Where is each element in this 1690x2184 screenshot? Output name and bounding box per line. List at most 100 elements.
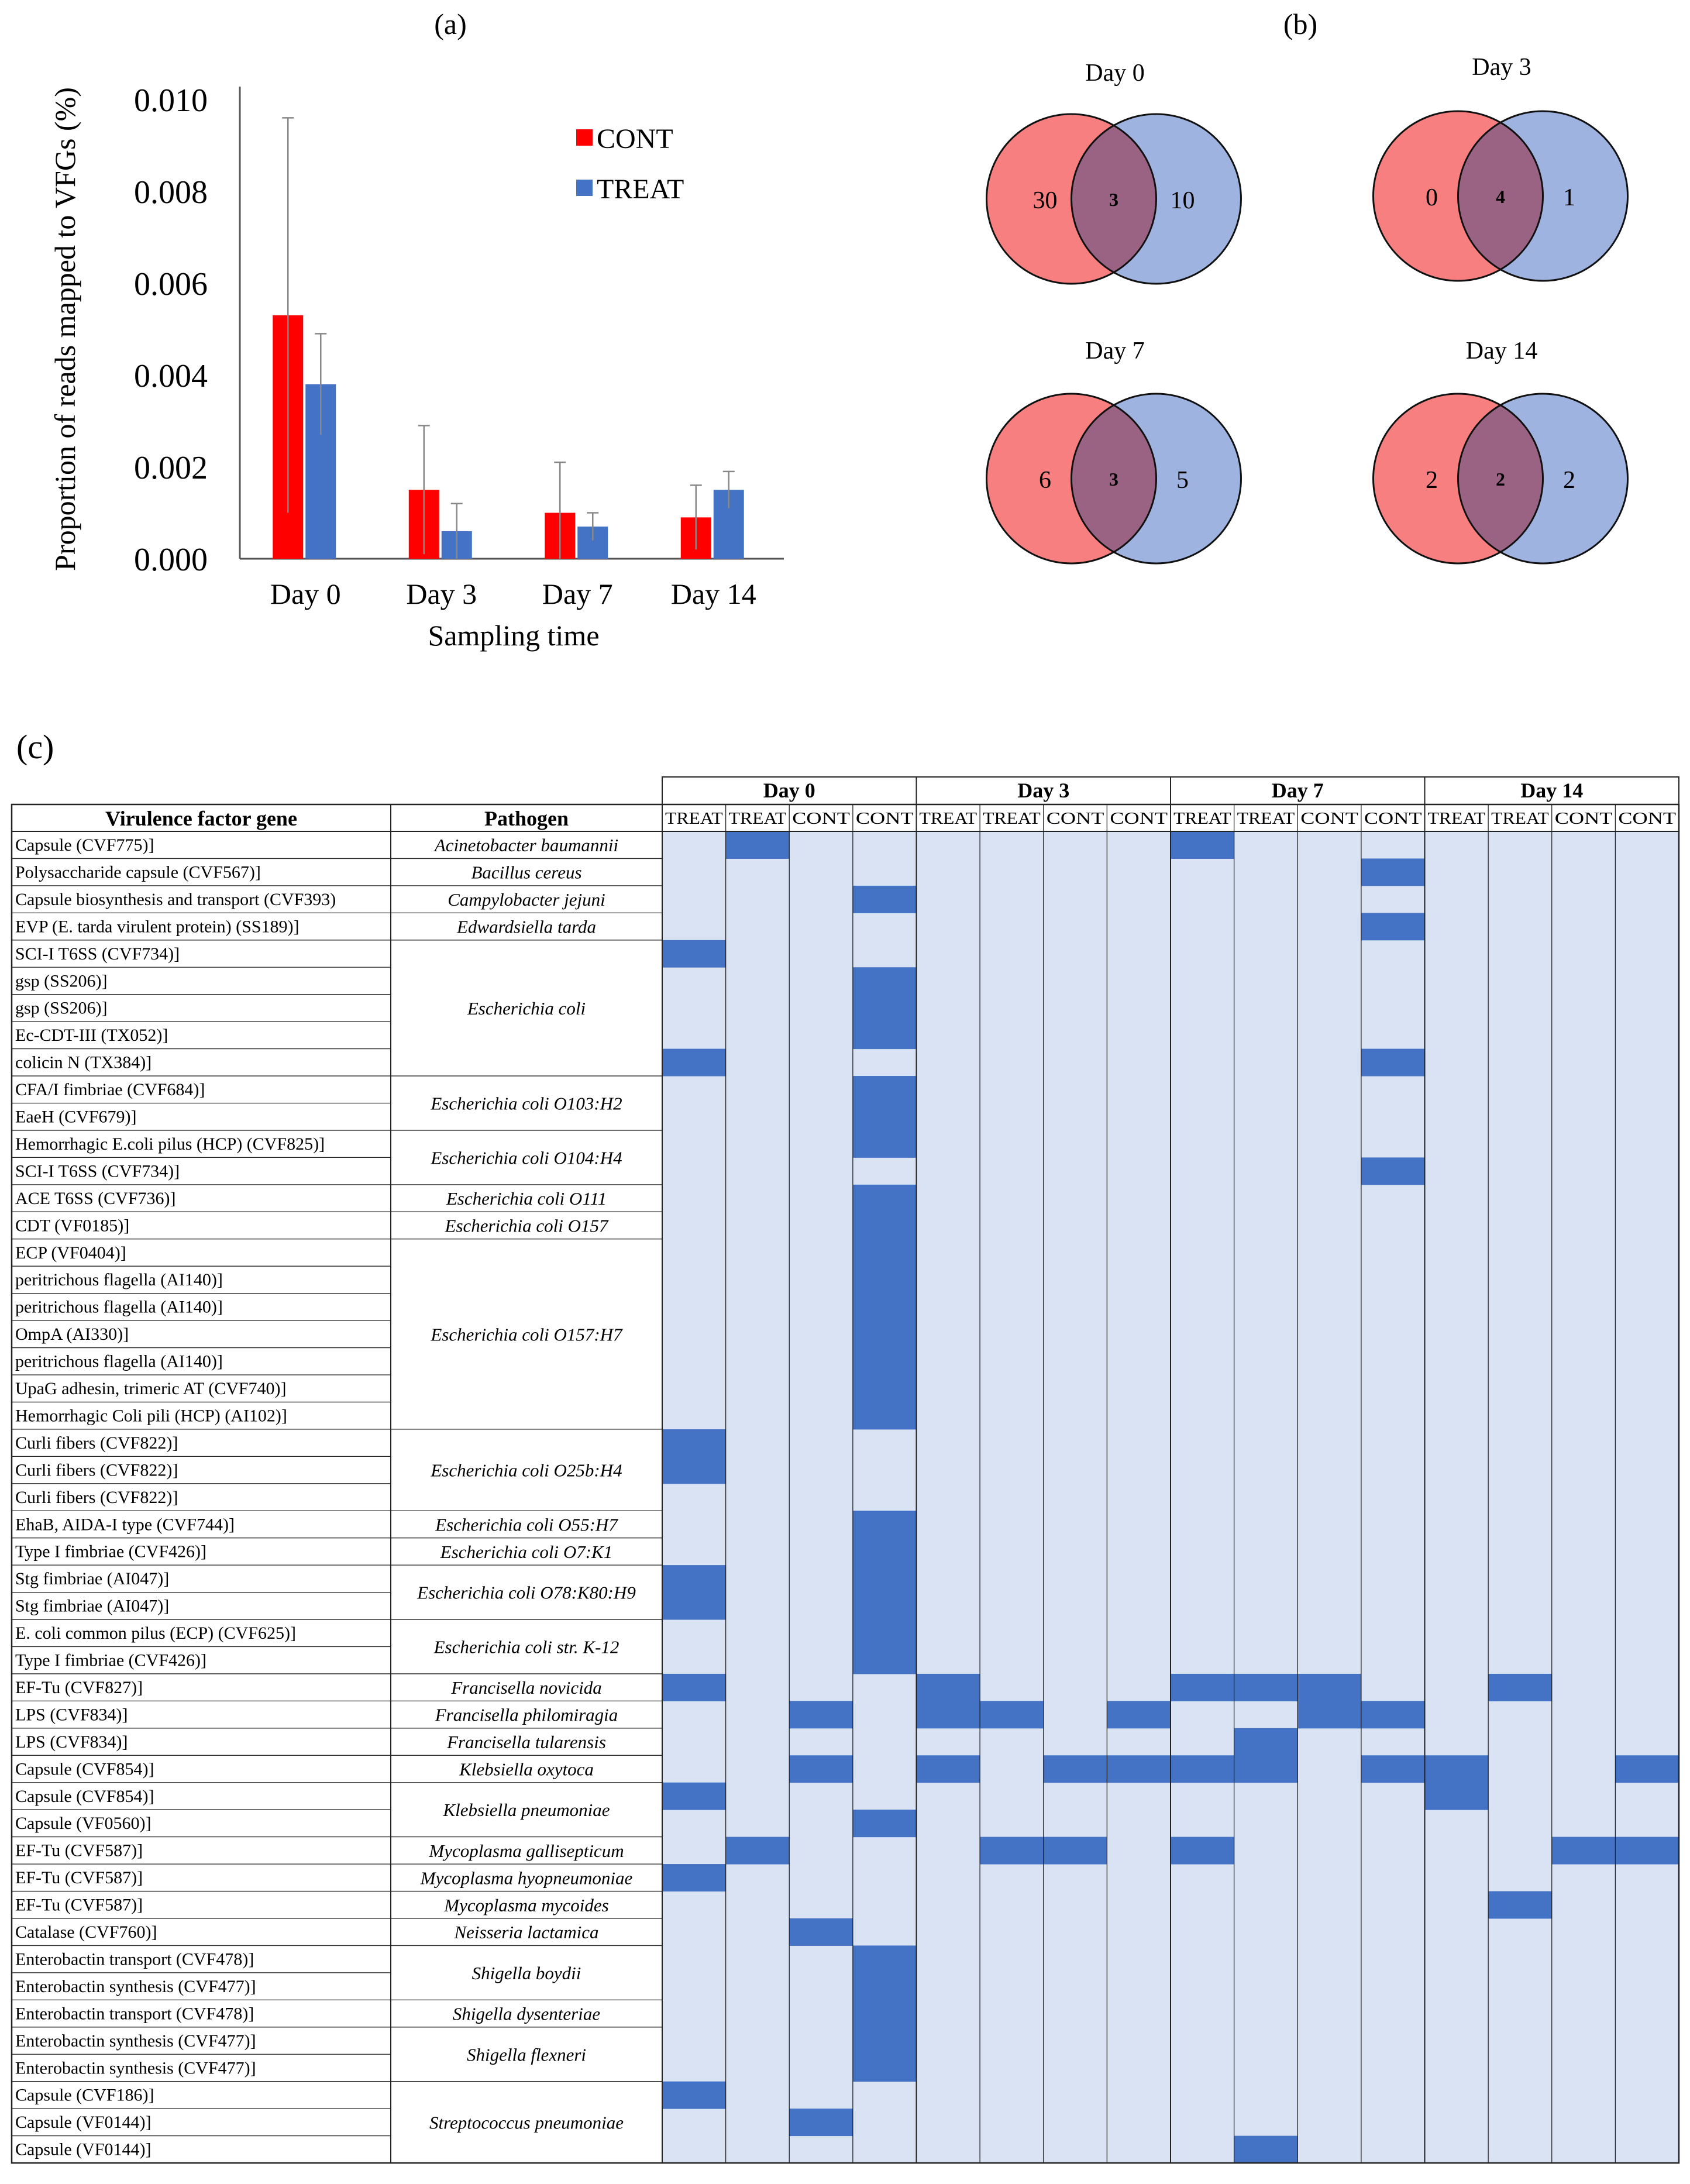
group-subheader: CONT: [1047, 810, 1104, 828]
presence-cell: [662, 1673, 727, 1701]
venn-title: Day 0: [1085, 60, 1144, 87]
group-subheader: CONT: [1110, 810, 1168, 828]
virulence-factor-table: Day 0 TREAT TREAT CONT CONT Day 3 TREAT TREAT CO…: [11, 776, 1680, 2164]
presence-cell: [852, 1511, 917, 1539]
pathogen-label: Mycoplasma hyopneumoniae: [420, 1867, 633, 1888]
presence-cell: [1361, 1048, 1425, 1076]
group-subheader: TREAT: [1491, 810, 1549, 828]
group-subheader: TREAT: [1428, 810, 1486, 828]
venn-shared-count: 3: [1109, 189, 1118, 210]
pathogen-label: Escherichia coli O111: [446, 1188, 607, 1209]
group-subheader: CONT: [1364, 810, 1422, 828]
gene-label: Curli fibers (CVF822)]: [15, 1460, 178, 1480]
venn-cont-outline: [986, 393, 1157, 565]
presence-cell: [1171, 1755, 1235, 1783]
presence-cell: [852, 1619, 917, 1647]
venn-cont-count: 30: [1033, 187, 1058, 214]
pathogen-label: Escherichia coli O157: [445, 1216, 609, 1236]
presence-cell: [852, 1972, 917, 2000]
presence-cell: [852, 1592, 917, 1620]
group-subheader: CONT: [1300, 810, 1358, 828]
gene-label: Curli fibers (CVF822)]: [15, 1488, 178, 1507]
gene-label: colicin N (TX384)]: [15, 1053, 152, 1072]
x-axis-title: Sampling time: [428, 619, 599, 652]
presence-cell: [789, 2109, 853, 2137]
pathogen-label: Escherichia coli O104:H4: [430, 1147, 622, 1168]
venn-shared-count: 4: [1496, 186, 1505, 207]
presence-cell: [852, 1320, 917, 1349]
presence-cell: [1107, 1701, 1171, 1729]
venn-title: Day 7: [1085, 338, 1144, 364]
presence-cell: [1171, 831, 1235, 859]
presence-cell: [1043, 1755, 1107, 1783]
venn-overlap: [1071, 125, 1157, 273]
group-subheader: CONT: [856, 810, 914, 828]
presence-cell: [916, 1701, 980, 1729]
gene-label: Ec-CDT-III (TX052)]: [15, 1026, 168, 1045]
gene-label: CFA/I fimbriae (CVF684)]: [15, 1080, 205, 1099]
pathogen-label: Escherichia coli O103:H2: [430, 1093, 622, 1114]
gene-label: Capsule (CVF186)]: [15, 2086, 154, 2105]
gene-label: Stg fimbriae (AI047)]: [15, 1597, 169, 1616]
gene-label: ECP (VF0404)]: [15, 1243, 126, 1263]
presence-cell: [1424, 1782, 1489, 1810]
pathogen-label: Escherichia coli O25b:H4: [430, 1460, 622, 1481]
gene-label: ACE T6SS (CVF736)]: [15, 1189, 175, 1208]
gene-label: Capsule (VF0144)]: [15, 2140, 151, 2159]
x-tick-label: Day 0: [270, 577, 341, 610]
group-subheader: CONT: [1555, 810, 1613, 828]
group-subheader: TREAT: [983, 810, 1041, 828]
presence-cell: [662, 1592, 727, 1620]
venn-treat-outline: [1071, 113, 1242, 285]
pathogen-label: Escherichia coli str. K-12: [433, 1637, 619, 1657]
pathogen-column-header: Pathogen: [484, 807, 569, 830]
presence-cell: [1297, 1673, 1362, 1701]
presence-cell: [1424, 1755, 1489, 1783]
presence-cell: [1361, 1157, 1425, 1185]
day-header: Day 3: [1017, 779, 1069, 802]
venn-overlap: [1458, 405, 1543, 552]
y-tick-label: 0.008: [134, 174, 208, 211]
gene-label: Enterobactin transport (CVF478)]: [15, 2004, 254, 2023]
gene-label: Type I fimbriae (CVF426)]: [15, 1651, 206, 1670]
presence-cell: [852, 1076, 917, 1103]
presence-cell: [852, 1130, 917, 1158]
presence-cell: [852, 1538, 917, 1566]
gene-column-header: Virulence factor gene: [105, 807, 297, 830]
y-tick-label: 0.004: [134, 358, 208, 394]
group-subheader: TREAT: [1237, 810, 1295, 828]
presence-cell: [1361, 1755, 1425, 1783]
pathogen-label: Streptococcus pneumoniae: [429, 2112, 624, 2133]
presence-cell: [852, 1402, 917, 1430]
presence-cell: [662, 1565, 727, 1593]
presence-cell: [852, 2027, 917, 2055]
gene-label: E. coli common pilus (ECP) (CVF625)]: [15, 1624, 296, 1643]
pathogen-label: Francisella philomiragia: [435, 1705, 618, 1725]
presence-cell: [662, 1864, 727, 1892]
presence-cell: [852, 1293, 917, 1321]
presence-cell: [980, 1836, 1044, 1865]
gene-label: Capsule (VF0144)]: [15, 2113, 151, 2132]
panel-b-label: (b): [1283, 8, 1317, 40]
pathogen-label: Escherichia coli O7:K1: [440, 1542, 612, 1562]
bar-chart-plot: 0.000 0.002 0.004 0.006 0.008 0.010 Proportion…: [49, 82, 784, 652]
venn-diagram-panel: (b) Day 0 30 3 10 Day 3 0 4 1 Day 7 6 3 5 Day 14 2 2 2: [986, 8, 1629, 565]
x-tick-label: Day 3: [406, 577, 477, 610]
gene-label: peritrichous flagella (AI140)]: [15, 1270, 223, 1289]
y-tick-label: 0.006: [134, 266, 208, 302]
pathogen-label: Escherichia coli O55:H7: [435, 1514, 618, 1535]
presence-cell: [1234, 1673, 1298, 1701]
presence-cell: [852, 1239, 917, 1267]
gene-label: Capsule biosynthesis and transport (CVF3…: [15, 890, 336, 909]
y-tick-label: 0.000: [134, 542, 208, 578]
gene-label: Enterobactin transport (CVF478)]: [15, 1949, 254, 1969]
gene-label: Hemorrhagic E.coli pilus (HCP) (CVF825)]: [15, 1134, 325, 1154]
venn-title: Day 14: [1466, 338, 1537, 364]
presence-cell: [852, 1022, 917, 1050]
venn-diagram: Day 7 6 3 5: [986, 338, 1242, 565]
gene-label: EF-Tu (CVF827)]: [15, 1678, 143, 1697]
venn-treat-outline: [1457, 393, 1629, 565]
panel-c-label: (c): [16, 728, 54, 766]
presence-cell: [662, 1429, 727, 1457]
legend-label-cont: CONT: [597, 123, 673, 154]
